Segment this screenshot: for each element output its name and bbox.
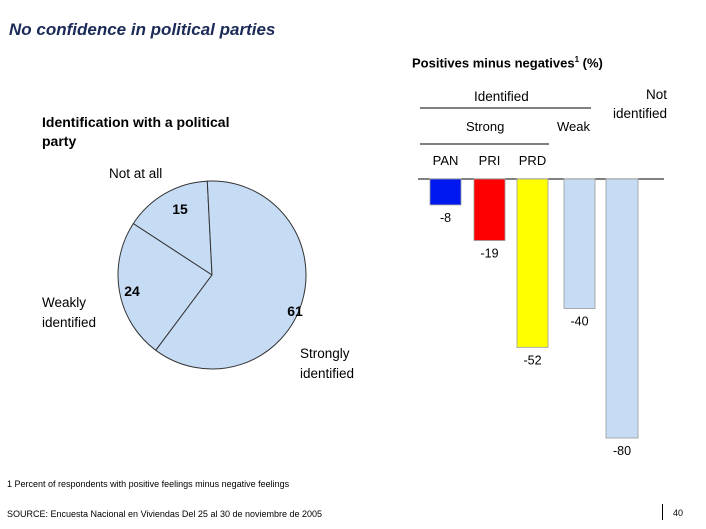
page-number: 40 (673, 508, 684, 518)
page-number-divider (662, 504, 663, 520)
pie-slice-weakly-identified-value: 24 (124, 283, 140, 299)
bar-pri (473, 178, 506, 241)
bar-prd-value-label: -52 (523, 353, 541, 367)
group-label-weak: Weak (557, 119, 590, 134)
bar-not-identified (605, 178, 639, 439)
pie-slice-not-at-all (132, 180, 213, 276)
pie-slice-weakly-identified (117, 222, 213, 352)
bar-not-identified-value-label: -80 (613, 444, 631, 458)
pie-chart-title: Identification with a political party (42, 114, 230, 149)
bar-weak (563, 178, 596, 309)
bar-pan-value-label: -8 (440, 211, 451, 225)
source-note: SOURCE: Encuesta Nacional en Viviendas D… (7, 509, 323, 519)
group-label-strong: Strong (466, 119, 505, 134)
group-label-identified: Identified (474, 89, 529, 104)
bar-pan (429, 178, 462, 206)
pie-slice-strongly-identified-value: 61 (287, 303, 303, 319)
bar-pri-category-label: PRI (479, 153, 501, 168)
page-title: No confidence in political parties (9, 20, 276, 39)
pie-label-strongly-identified: Strongly identified (300, 346, 355, 381)
bar-prd-category-label: PRD (519, 153, 546, 168)
footnote: 1 Percent of respondents with positive f… (7, 479, 290, 489)
pie-label-not-at-all: Not at all (109, 166, 163, 181)
bar-prd (516, 178, 549, 348)
pie-slice-not-at-all-value: 15 (172, 201, 188, 217)
pie-slice-strongly-identified (155, 180, 307, 370)
group-label-not-identified: Not identified (612, 87, 667, 121)
bar-pan-category-label: PAN (433, 153, 459, 168)
bar-pri-value-label: -19 (480, 247, 498, 261)
pie-label-weakly-identified: Weakly identified (42, 295, 97, 330)
bar-chart-title: Positives minus negatives1 (%) (412, 55, 603, 71)
bar-weak-value-label: -40 (570, 315, 588, 329)
